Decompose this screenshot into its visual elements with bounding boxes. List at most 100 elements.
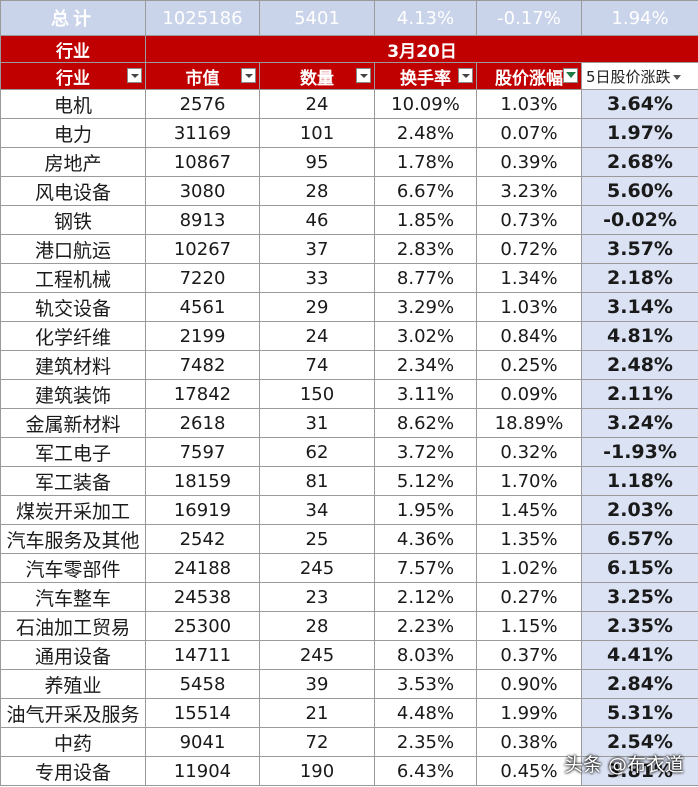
count-cell: 46 [259, 205, 375, 235]
header-turnover: 换手率 [374, 62, 477, 90]
count-cell: 72 [259, 727, 375, 757]
turnover-cell: 8.03% [374, 640, 477, 670]
change-cell: 1.03% [476, 292, 582, 322]
count-cell: 81 [259, 466, 375, 496]
turnover-cell: 1.78% [374, 147, 477, 177]
dropdown-arrow-icon[interactable] [672, 74, 681, 80]
market-value-cell: 8913 [145, 205, 260, 235]
market-value-cell: 10267 [145, 234, 260, 264]
table-row: 风电设备 3080 28 6.67% 3.23% 5.60% [0, 176, 698, 206]
industry-cell: 港口航运 [0, 234, 146, 264]
change-cell: 0.84% [476, 321, 582, 351]
change-cell: 1.15% [476, 611, 582, 641]
change-5d-cell: 3.57% [581, 234, 698, 264]
header-count: 数量 [259, 62, 375, 90]
turnover-cell: 2.34% [374, 350, 477, 380]
industry-cell: 军工电子 [0, 437, 146, 467]
header-label: 换手率 [400, 68, 451, 89]
turnover-cell: 1.95% [374, 495, 477, 525]
market-value-cell: 2618 [145, 408, 260, 438]
table-row: 养殖业 5458 39 3.53% 0.90% 2.84% [0, 669, 698, 699]
change-cell: 3.23% [476, 176, 582, 206]
table-row: 化学纤维 2199 24 3.02% 0.84% 4.81% [0, 321, 698, 351]
filter-dropdown-icon[interactable] [356, 68, 371, 83]
table-row: 金属新材料 2618 31 8.62% 18.89% 3.24% [0, 408, 698, 438]
market-value-cell: 24538 [145, 582, 260, 612]
table-row: 汽车整车 24538 23 2.12% 0.27% 3.25% [0, 582, 698, 612]
change-cell: 0.90% [476, 669, 582, 699]
turnover-cell: 3.11% [374, 379, 477, 409]
industry-cell: 煤炭开采加工 [0, 495, 146, 525]
market-value-cell: 5458 [145, 669, 260, 699]
table-row: 建筑装饰 17842 150 3.11% 0.09% 2.11% [0, 379, 698, 409]
change-cell: 0.09% [476, 379, 582, 409]
count-cell: 24 [259, 321, 375, 351]
count-cell: 25 [259, 524, 375, 554]
change-5d-cell: 2.84% [581, 669, 698, 699]
change-5d-cell: 1.97% [581, 118, 698, 148]
change-5d-cell: 5.60% [581, 176, 698, 206]
change-cell: 0.27% [476, 582, 582, 612]
industry-cell: 汽车零部件 [0, 553, 146, 583]
industry-cell: 汽车服务及其他 [0, 524, 146, 554]
industry-cell: 风电设备 [0, 176, 146, 206]
date-row-label: 行业 [0, 35, 146, 63]
table-row: 房地产 10867 95 1.78% 0.39% 2.68% [0, 147, 698, 177]
market-value-cell: 7597 [145, 437, 260, 467]
industry-cell: 军工装备 [0, 466, 146, 496]
industry-cell: 化学纤维 [0, 321, 146, 351]
count-cell: 28 [259, 176, 375, 206]
total-count: 5401 [259, 0, 375, 36]
change-5d-cell: 5.31% [581, 698, 698, 728]
header-label: 5日股价涨跌 [586, 67, 671, 86]
change-5d-cell: 3.81% [581, 756, 698, 786]
total-label: 总计 [0, 0, 146, 36]
table-row: 工程机械 7220 33 8.77% 1.34% 2.18% [0, 263, 698, 293]
market-value-cell: 7220 [145, 263, 260, 293]
turnover-cell: 6.67% [374, 176, 477, 206]
filter-active-icon[interactable] [563, 68, 578, 83]
market-value-cell: 15514 [145, 698, 260, 728]
market-value-cell: 24188 [145, 553, 260, 583]
filter-dropdown-icon[interactable] [241, 68, 256, 83]
turnover-cell: 4.48% [374, 698, 477, 728]
change-cell: 1.45% [476, 495, 582, 525]
header-label: 数量 [300, 68, 334, 89]
table-row: 港口航运 10267 37 2.83% 0.72% 3.57% [0, 234, 698, 264]
change-5d-cell: -1.93% [581, 437, 698, 467]
filter-dropdown-icon[interactable] [458, 68, 473, 83]
industry-cell: 养殖业 [0, 669, 146, 699]
industry-cell: 金属新材料 [0, 408, 146, 438]
filter-dropdown-icon[interactable] [127, 68, 142, 83]
count-cell: 29 [259, 292, 375, 322]
table-row: 钢铁 8913 46 1.85% 0.73% -0.02% [0, 205, 698, 235]
total-turnover: 4.13% [374, 0, 477, 36]
count-cell: 37 [259, 234, 375, 264]
change-cell: 1.99% [476, 698, 582, 728]
turnover-cell: 2.48% [374, 118, 477, 148]
table-row: 石油加工贸易 25300 28 2.23% 1.15% 2.35% [0, 611, 698, 641]
count-cell: 101 [259, 118, 375, 148]
change-5d-cell: 4.41% [581, 640, 698, 670]
count-cell: 31 [259, 408, 375, 438]
change-cell: 0.37% [476, 640, 582, 670]
header-label: 市值 [185, 68, 220, 89]
market-value-cell: 25300 [145, 611, 260, 641]
turnover-cell: 2.23% [374, 611, 477, 641]
table-row: 电机 2576 24 10.09% 1.03% 3.64% [0, 89, 698, 119]
count-cell: 28 [259, 611, 375, 641]
count-cell: 95 [259, 147, 375, 177]
change-5d-cell: -0.02% [581, 205, 698, 235]
market-value-cell: 16919 [145, 495, 260, 525]
turnover-cell: 2.83% [374, 234, 477, 264]
change-cell: 0.72% [476, 234, 582, 264]
industry-cell: 油气开采及服务 [0, 698, 146, 728]
industry-cell: 建筑装饰 [0, 379, 146, 409]
industry-cell: 钢铁 [0, 205, 146, 235]
change-5d-cell: 1.18% [581, 466, 698, 496]
turnover-cell: 3.53% [374, 669, 477, 699]
table-row: 建筑材料 7482 74 2.34% 0.25% 2.48% [0, 350, 698, 380]
change-5d-cell: 4.81% [581, 321, 698, 351]
table-row: 军工电子 7597 62 3.72% 0.32% -1.93% [0, 437, 698, 467]
table-row: 煤炭开采加工 16919 34 1.95% 1.45% 2.03% [0, 495, 698, 525]
